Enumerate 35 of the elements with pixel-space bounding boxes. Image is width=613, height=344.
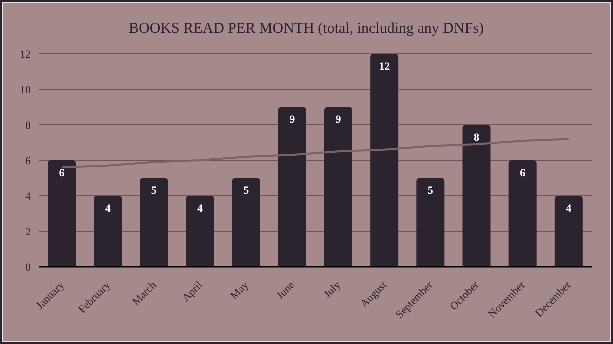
y-tick-label: 0 <box>26 262 32 274</box>
y-tick-label: 12 <box>20 48 31 61</box>
x-tick-label: June <box>274 279 298 302</box>
y-tick-label: 10 <box>20 84 32 96</box>
data-label: 4 <box>105 202 112 215</box>
y-tick-label: 6 <box>26 155 32 168</box>
y-tick-label: 4 <box>26 190 32 203</box>
bar <box>370 54 399 267</box>
bar <box>324 107 352 267</box>
data-label: 8 <box>474 132 480 144</box>
bar <box>508 160 537 267</box>
bar <box>462 125 491 267</box>
data-label: 5 <box>428 185 434 198</box>
data-label: 5 <box>151 185 158 198</box>
y-tick-label: 8 <box>26 120 32 132</box>
bar <box>416 178 445 267</box>
data-label: 6 <box>520 167 526 180</box>
y-tick-label: 2 <box>26 226 31 238</box>
bar <box>48 160 76 267</box>
data-label: 9 <box>290 114 296 126</box>
bar <box>140 178 168 267</box>
x-tick-label: July <box>322 279 344 301</box>
data-label: 4 <box>198 202 204 215</box>
data-label: 5 <box>244 185 250 198</box>
data-label: 12 <box>379 60 391 73</box>
data-label: 4 <box>566 202 572 215</box>
bar <box>232 178 260 267</box>
bar <box>94 196 122 267</box>
data-label: 9 <box>336 114 342 126</box>
bar <box>278 107 306 267</box>
chart-title: BOOKS READ PER MONTH (total, including any DNFs) <box>128 21 485 38</box>
bar <box>186 196 214 267</box>
data-label: 6 <box>59 167 66 180</box>
bar <box>554 196 583 267</box>
x-tick-label: May <box>228 279 252 302</box>
